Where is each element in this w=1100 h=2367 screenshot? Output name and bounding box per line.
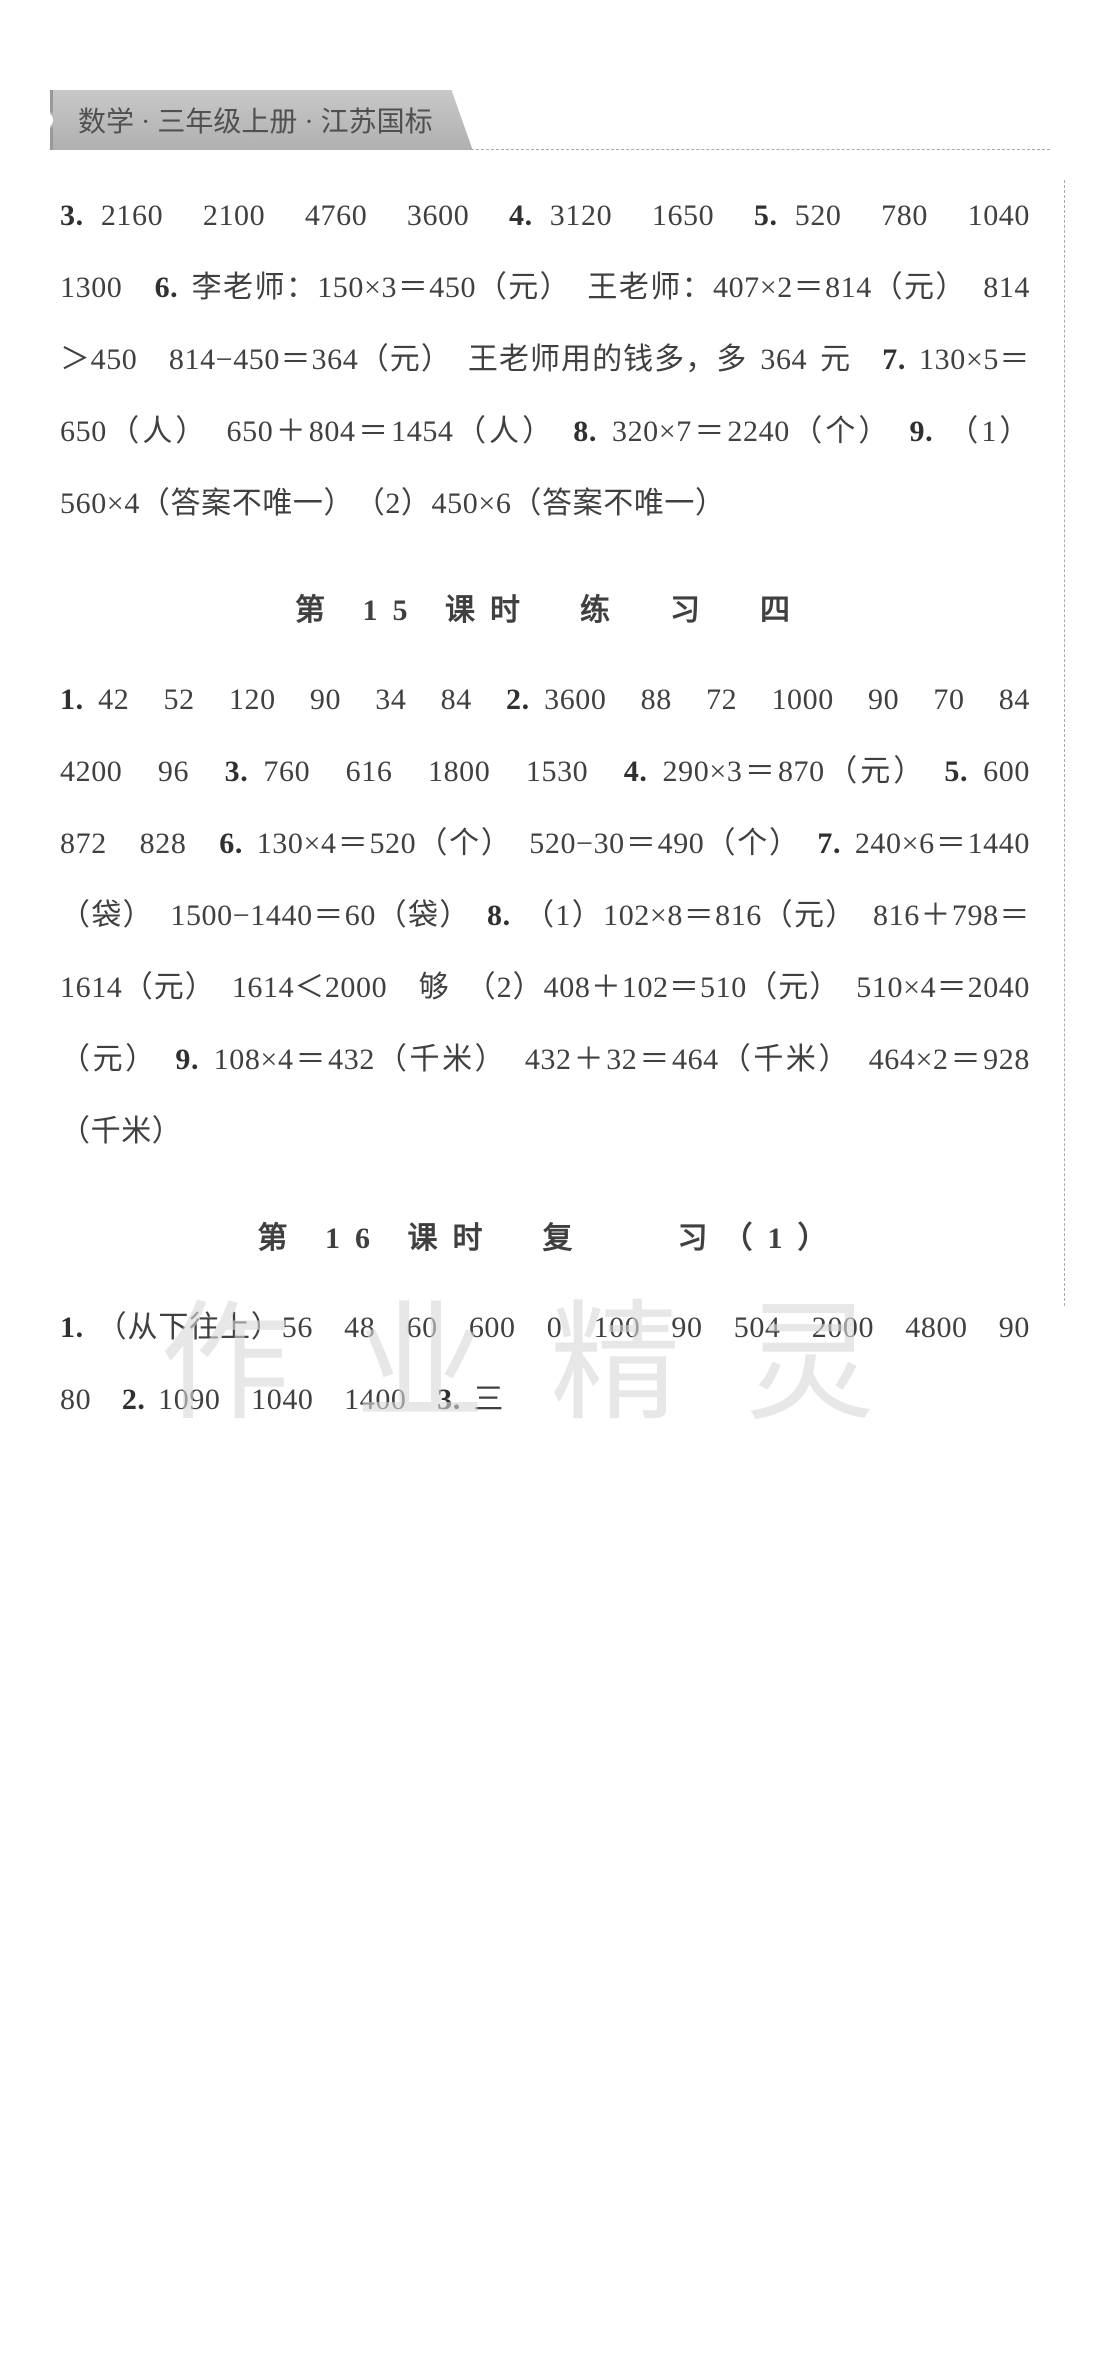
banner-text: 数学 · 三年级上册 · 江苏国标: [50, 90, 473, 150]
section-15-title: 第 15 课时 练 习 四: [50, 585, 1050, 629]
right-dashed-border: [1064, 180, 1065, 1306]
answer-block-2: 1. 42 52 120 90 34 84 2. 3600 88 72 1000…: [50, 664, 1050, 1168]
answer-block-3: 1. （从下往上）56 48 60 600 0 100 90 504 2000 …: [50, 1292, 1050, 1436]
header-banner: 数学 · 三年级上册 · 江苏国标: [50, 90, 1050, 150]
answer-block-1: 3. 2160 2100 4760 3600 4. 3120 1650 5. 5…: [50, 180, 1050, 540]
section-16-title: 第 16 课时 复 习（1）: [50, 1213, 1050, 1257]
